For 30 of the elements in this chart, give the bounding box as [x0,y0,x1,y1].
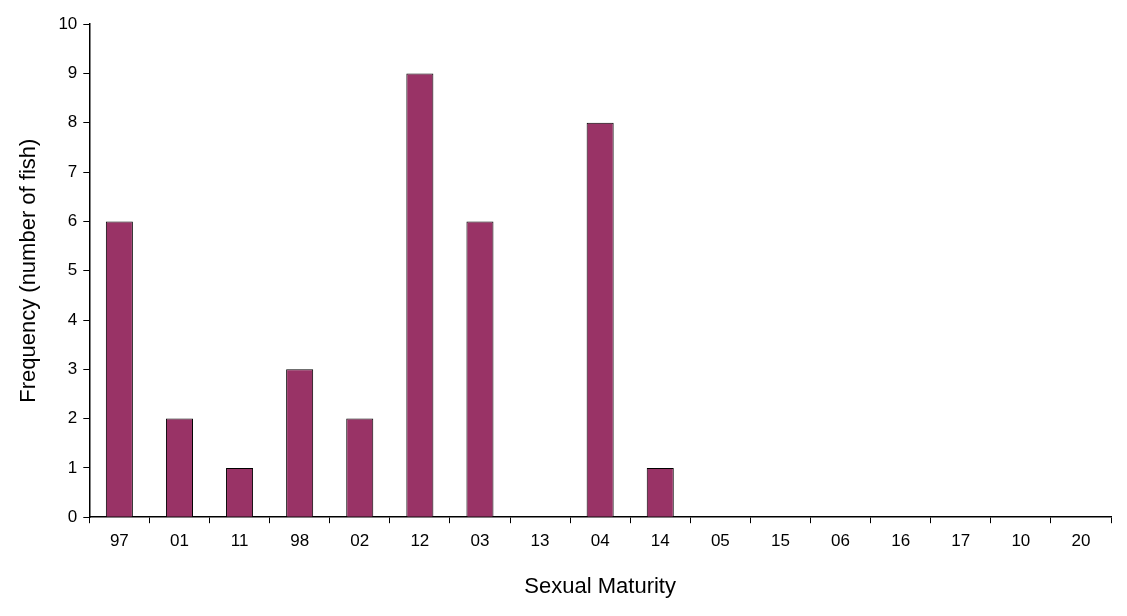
x-tick-label: 17 [951,531,971,551]
x-tick-label: 13 [530,531,550,551]
x-axis-title: Sexual Maturity [524,572,676,598]
y-tick-label: 4 [67,309,78,329]
x-tick-label: 14 [650,531,670,551]
x-tick-label: 02 [350,531,370,551]
y-axis-title: Frequency (number of fish) [15,138,41,403]
x-tick-label: 98 [290,531,310,551]
y-tick-label: 6 [67,211,78,231]
x-tick-label: 04 [590,531,610,551]
x-tick-label: 11 [230,531,249,551]
y-tick-label: 3 [67,358,78,378]
x-tick-label: 20 [1071,531,1091,551]
x-tick-label: 01 [170,531,189,551]
x-tick-label: 05 [710,531,730,551]
x-tick-label: 15 [770,531,790,551]
y-tick-label: 9 [67,63,78,83]
y-tick-label: 8 [67,112,78,132]
x-tick-label: 10 [1011,531,1031,551]
x-tick-label: 16 [891,531,911,551]
x-tick-label: 12 [410,531,430,551]
y-tick-label: 2 [67,408,78,428]
y-tick-label: 7 [67,161,78,181]
y-tick-label: 10 [58,13,78,33]
x-tick-label: 97 [109,531,129,551]
y-tick-label: 0 [67,506,78,526]
y-tick-label: 1 [67,457,78,477]
x-tick-label: 03 [470,531,490,551]
x-tick-label: 06 [831,531,851,551]
y-tick-label: 5 [67,260,78,280]
